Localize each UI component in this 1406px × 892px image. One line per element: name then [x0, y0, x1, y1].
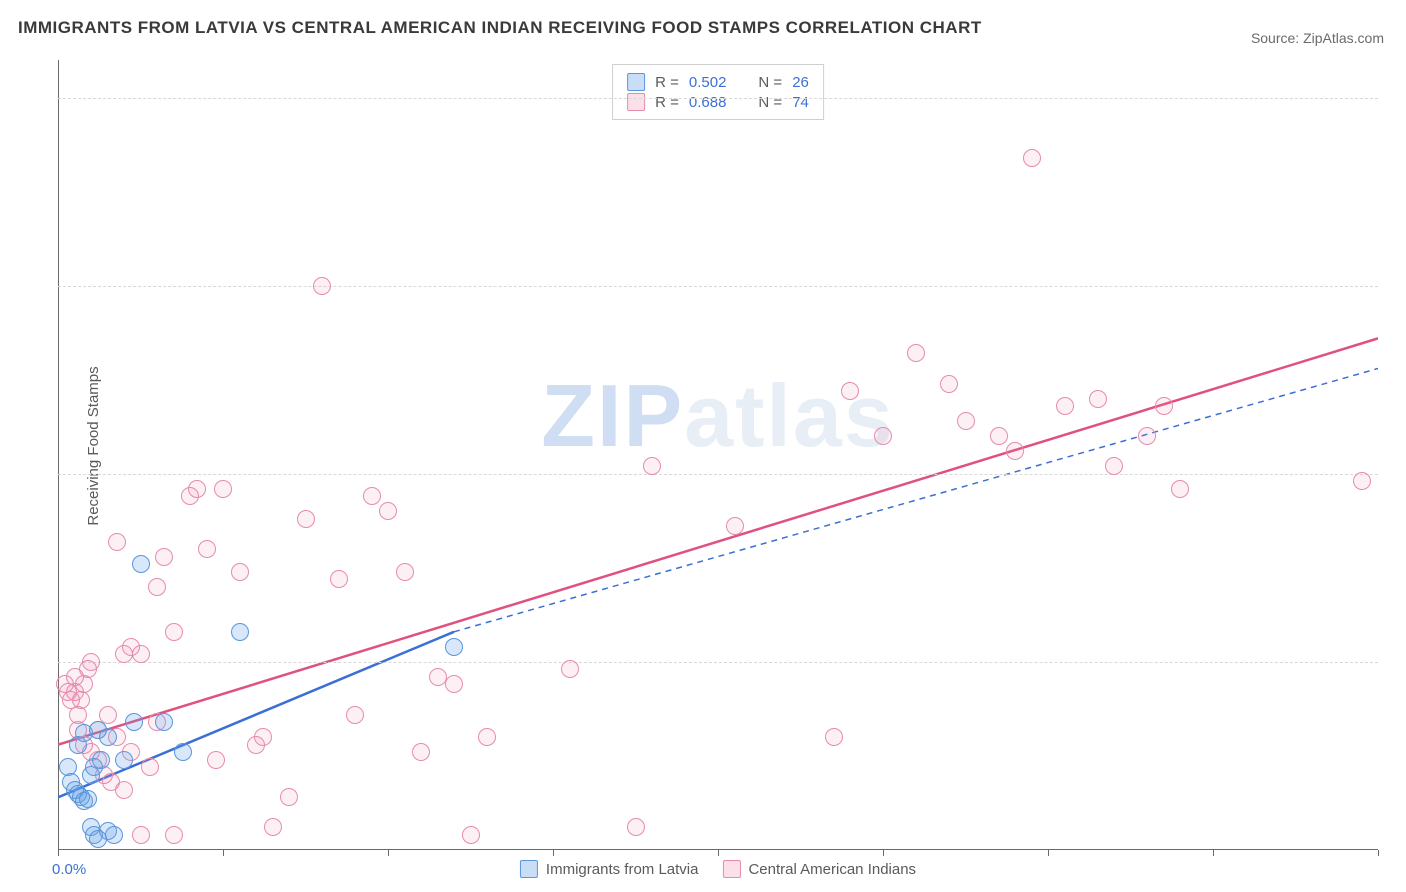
swatch-blue-icon	[627, 73, 645, 91]
y-axis	[58, 60, 59, 850]
data-point	[75, 675, 93, 693]
data-point	[165, 623, 183, 641]
x-tick	[58, 850, 59, 856]
data-point	[198, 540, 216, 558]
chart-plot-area: ZIPatlas R = 0.502 N = 26 R = 0.688 N = …	[58, 60, 1378, 850]
data-point	[132, 826, 150, 844]
stats-row-pink: R = 0.688 N = 74	[627, 93, 809, 111]
data-point	[1056, 397, 1074, 415]
data-point	[231, 563, 249, 581]
data-point	[72, 691, 90, 709]
data-point	[1105, 457, 1123, 475]
data-point	[297, 510, 315, 528]
x-tick	[553, 850, 554, 856]
data-point	[478, 728, 496, 746]
data-point	[346, 706, 364, 724]
data-point	[125, 713, 143, 731]
x-tick	[388, 850, 389, 856]
data-point	[99, 728, 117, 746]
data-point	[874, 427, 892, 445]
data-point	[445, 675, 463, 693]
data-point	[280, 788, 298, 806]
data-point	[990, 427, 1008, 445]
data-point	[115, 751, 133, 769]
swatch-pink-icon	[627, 93, 645, 111]
data-point	[825, 728, 843, 746]
data-point	[254, 728, 272, 746]
stats-row-blue: R = 0.502 N = 26	[627, 73, 809, 91]
legend-item-blue: Immigrants from Latvia	[520, 860, 699, 878]
bottom-legend: Immigrants from Latvia Central American …	[520, 860, 916, 878]
swatch-pink-icon	[722, 860, 740, 878]
data-point	[141, 758, 159, 776]
x-tick	[1048, 850, 1049, 856]
x-tick	[223, 850, 224, 856]
data-point	[1023, 149, 1041, 167]
chart-title: IMMIGRANTS FROM LATVIA VS CENTRAL AMERIC…	[18, 18, 982, 38]
gridline-h	[58, 662, 1378, 663]
data-point	[132, 645, 150, 663]
x-tick-label: 0.0%	[52, 861, 86, 878]
data-point	[155, 548, 173, 566]
data-point	[445, 638, 463, 656]
swatch-blue-icon	[520, 860, 538, 878]
data-point	[1353, 472, 1371, 490]
data-point	[1006, 442, 1024, 460]
data-point	[188, 480, 206, 498]
data-point	[115, 781, 133, 799]
data-point	[214, 480, 232, 498]
x-tick	[1213, 850, 1214, 856]
data-point	[148, 578, 166, 596]
x-tick	[718, 850, 719, 856]
data-point	[1138, 427, 1156, 445]
data-point	[1171, 480, 1189, 498]
data-point	[79, 790, 97, 808]
data-point	[379, 502, 397, 520]
data-point	[82, 653, 100, 671]
data-point	[264, 818, 282, 836]
data-point	[1155, 397, 1173, 415]
data-point	[1089, 390, 1107, 408]
data-point	[429, 668, 447, 686]
correlation-stats-box: R = 0.502 N = 26 R = 0.688 N = 74	[612, 64, 824, 120]
data-point	[155, 713, 173, 731]
data-point	[726, 517, 744, 535]
legend-item-pink: Central American Indians	[722, 860, 916, 878]
data-point	[363, 487, 381, 505]
x-tick	[883, 850, 884, 856]
data-point	[231, 623, 249, 641]
data-point	[841, 382, 859, 400]
chart-source: Source: ZipAtlas.com	[1251, 30, 1384, 46]
data-point	[561, 660, 579, 678]
data-point	[174, 743, 192, 761]
data-point	[940, 375, 958, 393]
data-point	[108, 533, 126, 551]
data-point	[412, 743, 430, 761]
data-point	[105, 826, 123, 844]
data-point	[907, 344, 925, 362]
watermark: ZIPatlas	[541, 365, 894, 467]
data-point	[92, 751, 110, 769]
data-point	[132, 555, 150, 573]
gridline-h	[58, 286, 1378, 287]
x-tick	[1378, 850, 1379, 856]
data-point	[627, 818, 645, 836]
gridline-h	[58, 98, 1378, 99]
data-point	[330, 570, 348, 588]
data-point	[165, 826, 183, 844]
data-point	[643, 457, 661, 475]
data-point	[396, 563, 414, 581]
data-point	[957, 412, 975, 430]
data-point	[462, 826, 480, 844]
data-point	[313, 277, 331, 295]
data-point	[207, 751, 225, 769]
gridline-h	[58, 474, 1378, 475]
